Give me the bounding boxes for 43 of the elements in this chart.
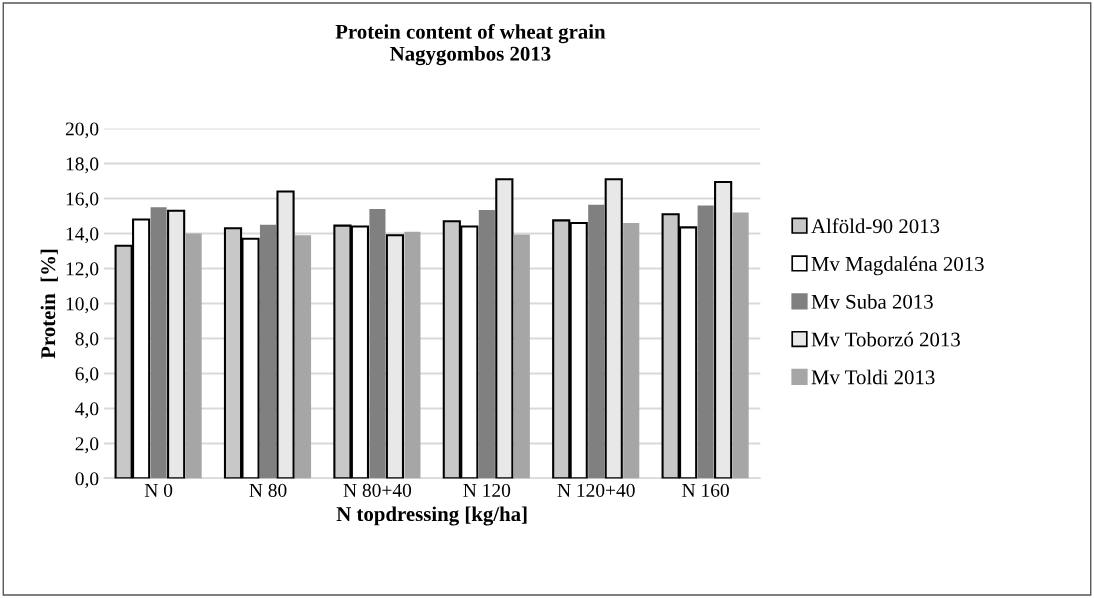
legend-label: Mv Suba 2013 (811, 294, 933, 309)
y-tick-label: 10,0 (66, 297, 99, 314)
legend-label: Mv Magdaléna 2013 (811, 256, 984, 276)
bar (478, 209, 495, 479)
y-tick-label: 20,0 (65, 122, 99, 139)
bar (697, 205, 714, 479)
y-tick-label: 8,0 (75, 332, 99, 349)
bar (604, 178, 623, 479)
y-tick-label: 0,0 (75, 472, 99, 489)
bar (259, 224, 277, 479)
legend-label: Mv Toborzó 2013 (811, 331, 960, 347)
y-tick-label: 16,0 (66, 192, 99, 209)
y-tick-label: 6,0 (75, 367, 99, 384)
bar (404, 231, 421, 479)
bar (732, 212, 749, 479)
bar (385, 234, 405, 479)
x-tick-label: N 80 (249, 483, 287, 497)
legend-label: Alföld-90 2013 (811, 218, 940, 234)
bar (369, 209, 386, 479)
x-tick-label: N 120 (463, 483, 511, 497)
y-tick-label: 18,0 (66, 157, 99, 174)
x-tick-label: N 160 (682, 483, 729, 497)
bar (513, 234, 530, 479)
y-tick-label: 2,0 (75, 437, 99, 454)
bar (150, 207, 167, 479)
bar (294, 235, 312, 479)
x-tick-label: N 0 (144, 483, 173, 497)
bar (714, 180, 733, 479)
bar (185, 233, 202, 479)
legend-label: Mv Toldi 2013 (811, 369, 935, 385)
x-tick-label: N 80+40 (343, 483, 412, 497)
y-tick-label: 4,0 (75, 402, 99, 419)
y-tick-label: 12,0 (66, 262, 99, 279)
bar (276, 190, 295, 479)
chart-title: Protein content of wheat grain Nagygombos 2013 (335, 23, 606, 66)
bar (623, 223, 640, 479)
x-tick-label: N 120+40 (557, 483, 635, 497)
bar (495, 178, 514, 479)
y-axis-title: Protein [%] (40, 249, 58, 359)
bar (588, 204, 605, 479)
y-tick-label: 14,0 (66, 227, 99, 244)
bar (167, 209, 186, 479)
x-axis-title: N topdressing [kg/ha] (336, 506, 527, 526)
